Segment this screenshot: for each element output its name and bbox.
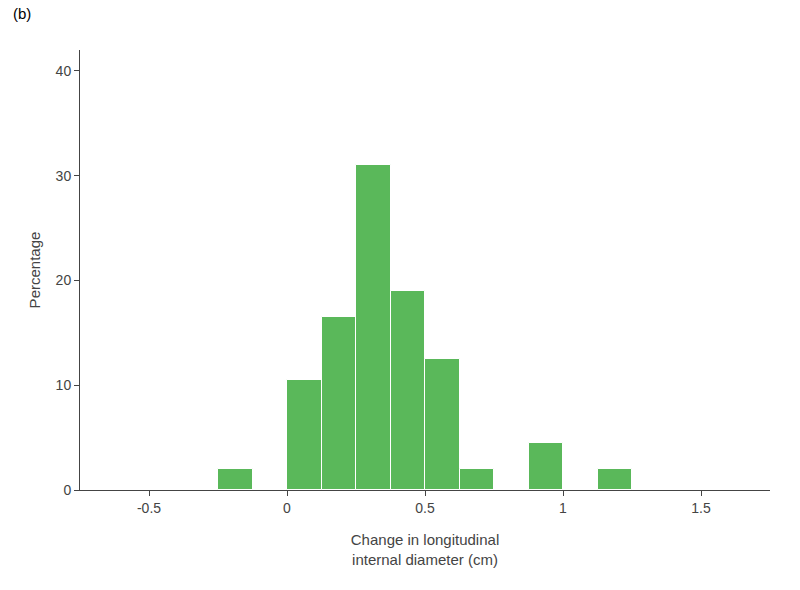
svg-text:20: 20 bbox=[56, 272, 72, 288]
svg-text:1.5: 1.5 bbox=[691, 500, 711, 516]
svg-text:40: 40 bbox=[56, 63, 72, 79]
svg-text:0: 0 bbox=[63, 482, 71, 498]
svg-text:0.5: 0.5 bbox=[415, 500, 435, 516]
svg-text:Change in longitudinalinternal: Change in longitudinalinternal diameter … bbox=[351, 531, 499, 568]
svg-text:1: 1 bbox=[559, 500, 567, 516]
svg-text:Percentage: Percentage bbox=[26, 232, 43, 309]
svg-text:10: 10 bbox=[56, 377, 72, 393]
svg-text:-0.5: -0.5 bbox=[137, 500, 161, 516]
svg-text:(b): (b) bbox=[13, 5, 31, 22]
svg-text:0: 0 bbox=[283, 500, 291, 516]
svg-text:30: 30 bbox=[56, 168, 72, 184]
